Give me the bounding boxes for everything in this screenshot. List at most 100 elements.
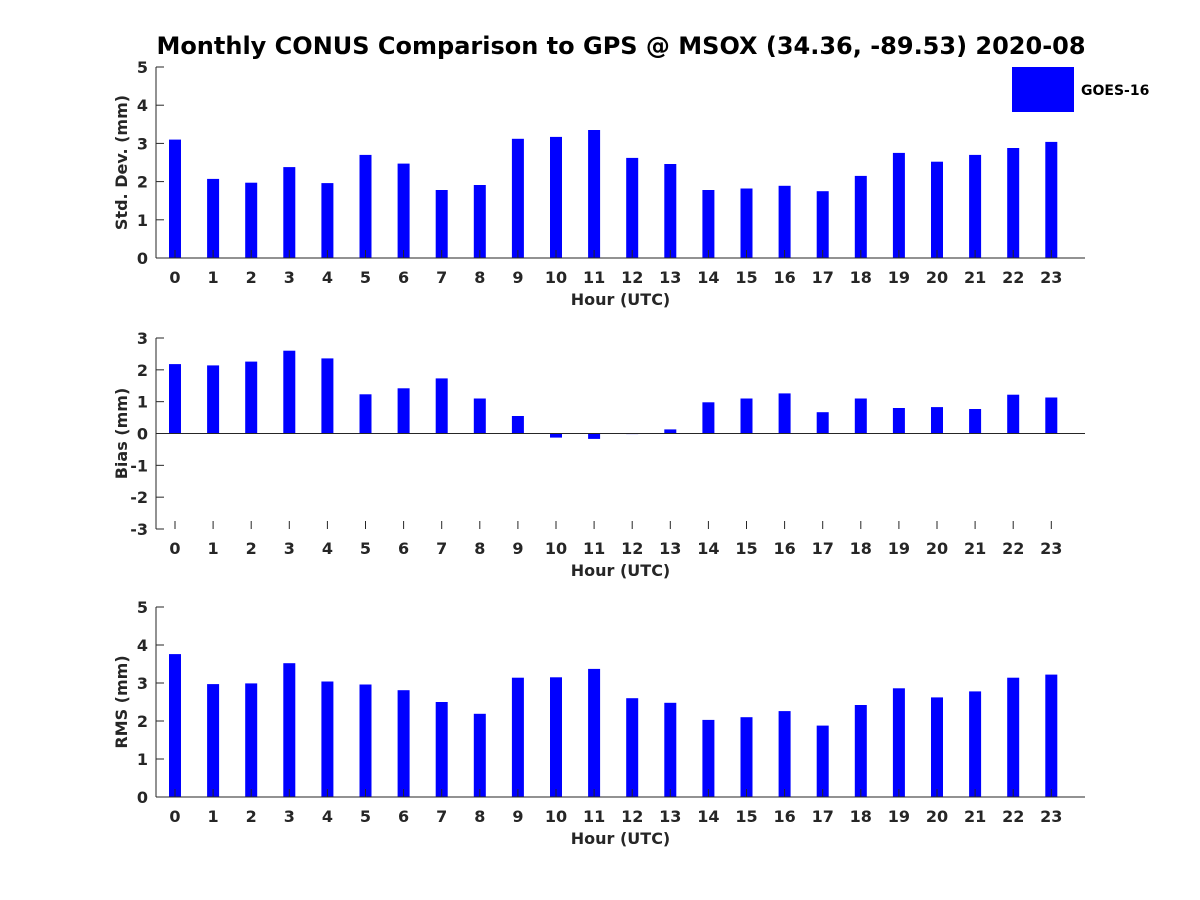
bar [1045,141,1058,258]
x-tick-label: 23 [1040,539,1062,558]
bar [169,654,181,797]
x-tick-label: 17 [812,539,834,558]
y-tick-label: 4 [137,96,148,115]
x-tick-label: 22 [1002,539,1024,558]
bar [473,398,486,434]
x-tick-label: 19 [888,539,910,558]
bar [740,717,753,797]
x-tick-label: 2 [246,539,257,558]
x-tick-label: 2 [246,807,257,826]
bar [283,663,296,797]
x-tick-label: 16 [773,539,795,558]
bar [1045,397,1058,434]
bar [1007,677,1020,797]
y-tick-label: 5 [137,58,148,77]
bar [740,398,753,434]
y-tick-label: 0 [137,425,148,444]
x-tick-label: 1 [208,539,219,558]
bar [321,183,334,258]
bar [321,358,334,434]
bar [969,154,982,258]
bar [397,163,410,258]
bar [359,394,372,434]
x-tick-label: 12 [621,268,643,287]
bar [169,364,181,434]
bar [778,393,791,434]
x-tick-label: 21 [964,268,986,287]
x-tick-label: 7 [436,268,447,287]
x-tick-label: 14 [697,539,719,558]
bar [588,668,601,797]
x-tick-label: 19 [888,268,910,287]
bar [892,408,905,434]
x-tick-label: 20 [926,807,948,826]
x-tick-label: 7 [436,807,447,826]
bar [816,725,829,797]
x-tick-label: 14 [697,807,719,826]
x-tick-label: 9 [512,268,523,287]
x-tick-label: 12 [621,807,643,826]
x-tick-label: 21 [964,539,986,558]
bar [816,191,829,258]
y-tick-label: 1 [137,750,148,769]
bar [740,188,753,258]
bar [664,429,677,434]
bar [550,433,562,438]
x-tick-label: 1 [208,807,219,826]
x-tick-label: 11 [583,539,605,558]
x-tick-label: 17 [812,268,834,287]
y-tick-label: -3 [130,520,148,539]
x-tick-label: 8 [474,539,485,558]
x-tick-label: 2 [246,268,257,287]
bar [816,412,829,434]
bar [207,365,220,434]
x-tick-label: 22 [1002,268,1024,287]
bar [1045,674,1058,797]
legend-swatch [1012,67,1074,112]
x-tick-label: 22 [1002,807,1024,826]
bar [435,378,448,434]
bar [931,697,943,797]
x-tick-label: 23 [1040,807,1062,826]
x-tick-label: 13 [659,807,681,826]
bar [664,702,677,797]
x-tick-label: 5 [360,807,371,826]
bar [359,154,372,258]
bar [283,350,296,434]
x-tick-label: 8 [474,268,485,287]
bar [511,138,524,258]
x-tick-label: 6 [398,807,409,826]
bar [473,185,486,258]
y-tick-label: 2 [137,173,148,192]
x-tick-label: 17 [812,807,834,826]
y-axis-label: Bias (mm) [112,388,131,480]
x-tick-label: 3 [284,539,295,558]
x-tick-label: 6 [398,539,409,558]
bar [702,719,715,797]
bar [435,190,448,258]
x-tick-label: 5 [360,539,371,558]
x-tick-label: 0 [169,268,180,287]
bar [207,684,220,797]
x-tick-label: 9 [512,539,523,558]
x-tick-label: 4 [322,539,333,558]
x-axis-label: Hour (UTC) [571,829,671,848]
x-tick-label: 15 [735,539,757,558]
x-tick-label: 15 [735,268,757,287]
y-axis-label: Std. Dev. (mm) [112,95,131,230]
x-tick-label: 8 [474,807,485,826]
x-tick-label: 19 [888,807,910,826]
y-tick-label: 1 [137,393,148,412]
y-tick-label: 0 [137,249,148,268]
y-tick-label: 2 [137,712,148,731]
y-tick-label: 2 [137,361,148,380]
y-tick-label: 3 [137,329,148,348]
x-tick-label: 18 [850,539,872,558]
bar [664,164,677,258]
x-tick-label: 3 [284,268,295,287]
x-tick-label: 6 [398,268,409,287]
x-tick-label: 9 [512,807,523,826]
bar [854,705,867,797]
x-tick-label: 7 [436,539,447,558]
